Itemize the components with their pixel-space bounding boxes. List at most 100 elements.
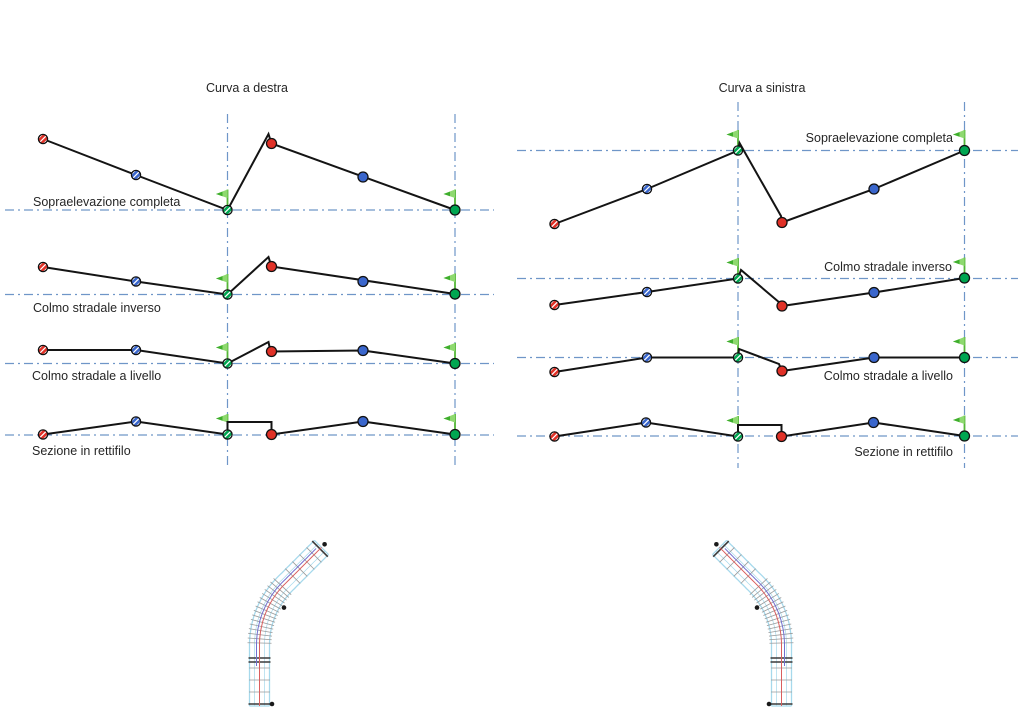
blue-marker-outline: [130, 169, 142, 181]
road-station-marker: [281, 605, 287, 610]
blue-marker-solid: [868, 183, 880, 195]
pivot-flag-icon: [443, 414, 456, 432]
red-marker-outline: [549, 431, 560, 442]
blue-marker-hatched: [642, 352, 652, 363]
blue-marker-outline: [641, 183, 653, 195]
blue-marker-solid: [867, 416, 880, 429]
blue-marker-solid: [868, 351, 880, 364]
pivot-flag-icon: [216, 274, 229, 292]
blue-marker-hatched: [642, 184, 652, 194]
blue-marker-solid: [357, 171, 369, 183]
pivot-flag-icon: [953, 415, 966, 433]
red-marker-outline: [37, 133, 49, 145]
red-marker-solid: [265, 260, 278, 273]
road-station-marker: [269, 701, 275, 707]
blue-marker-hatched: [641, 417, 651, 428]
road-cross-section-line: [42, 131, 456, 212]
green-marker-solid: [449, 428, 461, 441]
red-marker-outline: [549, 366, 560, 378]
blue-marker-outline: [130, 276, 142, 287]
road-edge-line: [268, 554, 329, 706]
row-label: Colmo stradale a livello: [32, 369, 161, 383]
pivot-flag-icon: [443, 273, 456, 291]
blue-marker-outline: [640, 417, 652, 428]
red-marker-solid: [776, 300, 788, 312]
red-marker-solid: [265, 137, 278, 150]
superelevation-diagram: Sopraelevazione completa Colmo stradale i…: [517, 81, 1018, 468]
road-cross-section-line: [554, 421, 965, 438]
green-marker-solid: [449, 288, 461, 300]
road-edge-line: [264, 550, 326, 706]
red-marker-solid: [265, 345, 278, 358]
red-marker-outline: [37, 344, 49, 356]
pivot-flag-icon: [216, 189, 229, 207]
red-marker-solid: [776, 365, 788, 377]
red-marker-hatched: [549, 300, 560, 310]
green-marker-outline: [222, 429, 233, 440]
blue-marker-outline: [641, 286, 653, 298]
red-marker-solid: [776, 216, 788, 229]
green-marker-outline: [732, 273, 744, 284]
row-label: Sopraelevazione completa: [33, 195, 180, 209]
pivot-flag-icon: [216, 414, 229, 432]
road-cross-section-line: [554, 347, 965, 373]
green-marker-hatched: [222, 205, 233, 215]
blue-marker-hatched: [131, 170, 141, 180]
road-station-marker: [754, 605, 760, 610]
red-marker-hatched: [38, 262, 48, 272]
road-edge-line: [712, 554, 773, 706]
blue-marker-solid: [357, 344, 369, 357]
row-label: Colmo stradale inverso: [824, 260, 952, 274]
blue-marker-solid: [357, 275, 369, 288]
blue-marker-hatched: [131, 345, 141, 355]
red-marker-hatched: [38, 345, 48, 355]
road-cross-section-line: [43, 340, 456, 365]
green-marker-solid: [958, 430, 971, 442]
road-edge-line: [722, 543, 787, 706]
diagram-title: Curva a sinistra: [719, 81, 806, 95]
red-marker-outline: [37, 261, 49, 273]
red-marker-solid: [775, 430, 788, 443]
red-marker-outline: [549, 299, 560, 311]
blue-marker-outline: [641, 352, 653, 363]
green-marker-hatched: [222, 429, 233, 440]
blue-marker-outline: [130, 416, 142, 427]
pivot-flag-icon: [216, 343, 229, 361]
green-marker-outline: [732, 352, 744, 363]
road-cross-section-line: [42, 420, 456, 436]
curved-road-plan-view: [712, 539, 794, 707]
row-label: Colmo stradale a livello: [824, 369, 953, 383]
green-marker-solid: [449, 204, 461, 216]
blue-marker-solid: [868, 286, 880, 299]
road-edge-line: [726, 539, 793, 706]
green-marker-outline: [732, 145, 744, 156]
blue-marker-hatched: [131, 416, 141, 427]
road-centerline: [259, 547, 322, 706]
green-marker-hatched: [733, 145, 743, 156]
pivot-flag-icon: [443, 189, 456, 207]
row-label: Sezione in rettifilo: [32, 444, 131, 458]
green-marker-outline: [222, 204, 233, 216]
diagram-title: Curva a destra: [206, 81, 288, 95]
green-marker-hatched: [733, 352, 743, 363]
pivot-flag-icon: [953, 130, 966, 148]
red-marker-hatched: [549, 367, 560, 377]
road-station-marker: [322, 541, 327, 547]
road-cross-section-line: [42, 255, 456, 296]
row-label: Sezione in rettifilo: [854, 445, 953, 459]
blue-marker-hatched: [642, 287, 652, 297]
blue-marker-outline: [130, 344, 142, 356]
green-marker-solid: [958, 144, 971, 157]
road-rotation-axis-line: [256, 548, 317, 666]
pivot-flag-icon: [726, 337, 739, 355]
row-label: Sopraelevazione completa: [806, 131, 953, 145]
red-marker-hatched: [38, 134, 48, 144]
pivot-flag-icon: [726, 416, 739, 434]
pivot-flag-icon: [953, 257, 966, 275]
road-cross-section-line: [554, 140, 965, 225]
green-marker-outline: [222, 358, 233, 369]
row-label: Colmo stradale inverso: [33, 301, 161, 315]
pivot-flag-icon: [726, 130, 739, 148]
